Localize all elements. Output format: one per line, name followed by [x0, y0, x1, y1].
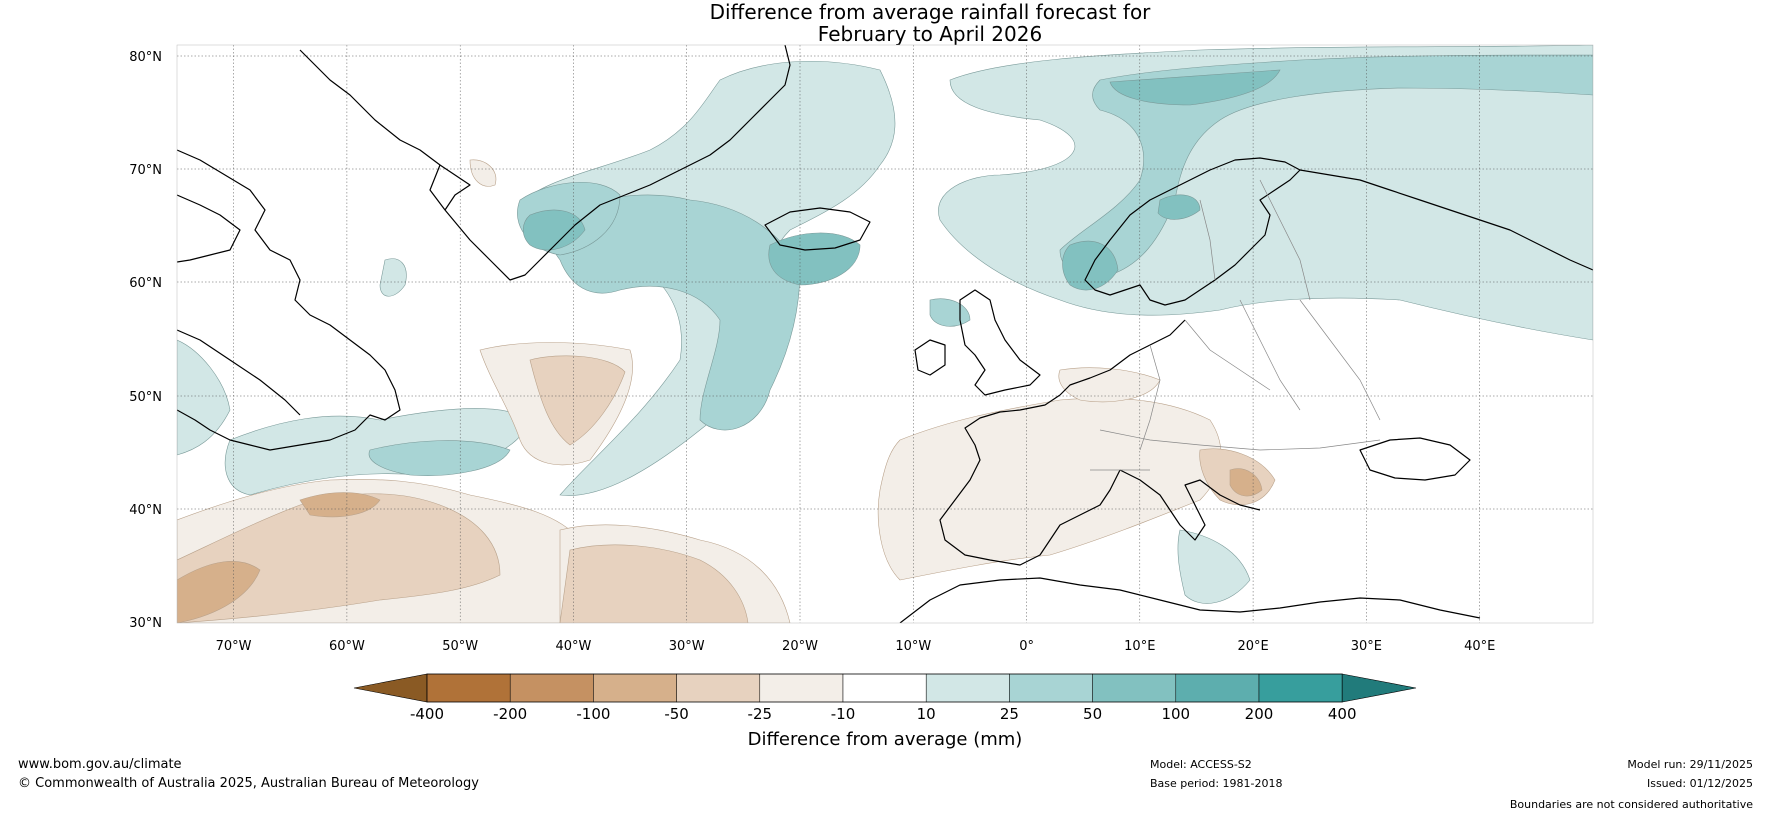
lon-label: 70°W — [216, 639, 252, 654]
lat-label: 50°N — [129, 390, 162, 405]
longitude-labels: 70°W 60°W 50°W 40°W 30°W 20°W 10°W 0° 10… — [216, 639, 1496, 654]
coastlines — [177, 45, 1593, 623]
colorbar-segment — [1009, 673, 1093, 703]
lon-label: 40°W — [555, 639, 591, 654]
colorbar-tick-label: -200 — [493, 705, 527, 723]
colorbar-tick-label: 200 — [1245, 705, 1274, 723]
lat-label: 30°N — [129, 616, 162, 631]
footer-disclaimer: Boundaries are not considered authoritat… — [1510, 798, 1753, 811]
colorbar-segment — [593, 673, 677, 703]
lon-label: 50°W — [442, 639, 478, 654]
colorbar-segment — [509, 673, 594, 703]
lon-label: 60°W — [329, 639, 365, 654]
footer-url: www.bom.gov.au/climate — [18, 757, 182, 772]
colorbar-segment — [676, 673, 761, 703]
colorbar-segment — [1092, 673, 1177, 703]
lon-label: 30°W — [669, 639, 705, 654]
colorbar-tick-label: 10 — [917, 705, 936, 723]
colorbar-tick-label: 25 — [1000, 705, 1019, 723]
lat-label: 80°N — [129, 50, 162, 65]
lat-label: 40°N — [129, 503, 162, 518]
lat-label: 60°N — [129, 276, 162, 291]
latitude-labels: 80°N 70°N 60°N 50°N 40°N 30°N — [129, 50, 162, 631]
footer-issued: Issued: 01/12/2025 — [1647, 777, 1753, 790]
colorbar-segment — [842, 673, 927, 703]
lon-label: 40°E — [1464, 639, 1495, 654]
colorbar-tick-label: 400 — [1328, 705, 1357, 723]
dry-anomaly-regions — [177, 159, 1276, 623]
graticule — [177, 45, 1593, 623]
title-line-2: February to April 2026 — [817, 22, 1043, 46]
colorbar-tick-label: -25 — [748, 705, 773, 723]
country-borders — [1090, 179, 1381, 471]
footer-model-run: Model run: 29/11/2025 — [1627, 758, 1753, 771]
colorbar-segment — [426, 673, 511, 703]
colorbar-extend-low — [353, 673, 428, 703]
lon-label: 10°E — [1124, 639, 1155, 654]
colorbar-tick-label: 100 — [1161, 705, 1190, 723]
footer-model: Model: ACCESS-S2 — [1150, 758, 1252, 771]
colorbar-tick-label: -400 — [410, 705, 444, 723]
colorbar-extend-high — [1341, 673, 1417, 703]
colorbar-segment — [1175, 673, 1260, 703]
colorbar: -400 -200 -100 -50 -25 -10 10 25 50 100 … — [353, 673, 1417, 750]
lon-label: 20°W — [782, 639, 818, 654]
lon-label: 30°E — [1351, 639, 1382, 654]
title-line-1: Difference from average rainfall forecas… — [709, 0, 1151, 24]
colorbar-segment — [1258, 673, 1343, 703]
colorbar-label: Difference from average (mm) — [748, 729, 1023, 750]
lon-label: 20°E — [1237, 639, 1268, 654]
map-frame — [176, 44, 1594, 624]
colorbar-tick-label: -100 — [576, 705, 610, 723]
colorbar-tick-label: -10 — [831, 705, 856, 723]
colorbar-tick-label: -50 — [664, 705, 689, 723]
footer-copyright: © Commonwealth of Australia 2025, Austra… — [18, 776, 479, 791]
colorbar-tick-label: 50 — [1083, 705, 1102, 723]
wet-anomaly-regions — [177, 45, 1593, 604]
footer-base-period: Base period: 1981-2018 — [1150, 777, 1282, 790]
lon-label: 0° — [1019, 639, 1034, 654]
colorbar-segment — [925, 673, 1010, 703]
lon-label: 10°W — [895, 639, 931, 654]
map-panel — [177, 45, 1593, 623]
colorbar-segment — [759, 673, 844, 703]
lat-label: 70°N — [129, 163, 162, 178]
